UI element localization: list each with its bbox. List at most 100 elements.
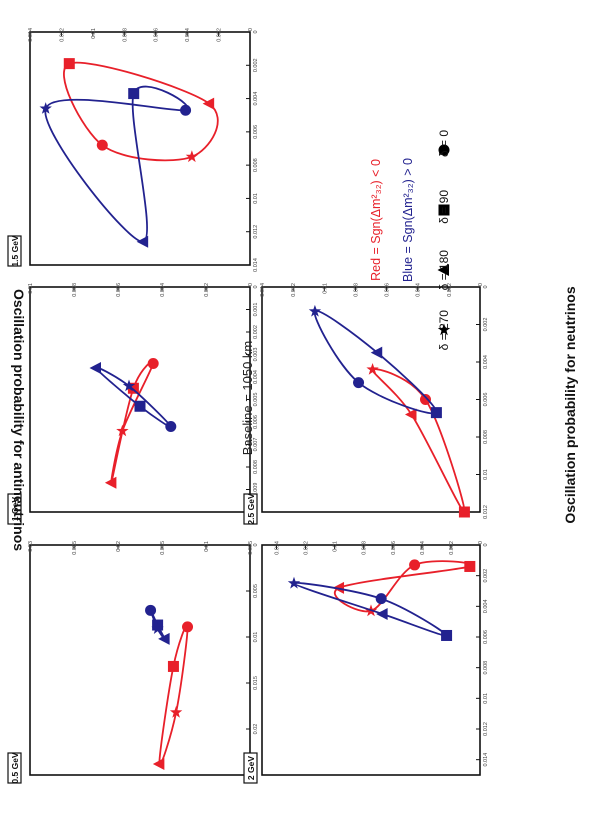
y-tick-label: 0 [248,28,254,31]
x-tick-label: 0.012 [253,225,259,239]
red-circle-marker [96,139,108,151]
x-tick-label: 0.02 [253,724,259,735]
x-tick-label: 0.002 [253,325,259,339]
y-tick-label: 0.015 [160,541,166,555]
blue-triangle-marker [158,632,170,645]
x-tick-label: 0.01 [253,632,259,643]
y-tick-label: 0.008 [353,283,359,297]
x-tick-label: 0 [253,543,259,546]
red-circle-marker [182,621,194,633]
x-tick-label: 0 [483,543,489,546]
x-tick-label: 0.008 [483,430,489,444]
energy-tag-box [7,752,22,784]
y-tick-label: 0.006 [385,283,391,297]
blue-square-marker [430,407,442,419]
y-tick-label: 0.014 [260,283,266,297]
blue-circle-marker [165,421,177,432]
y-tick-label: 0 [478,283,484,286]
y-tick-label: 0 [248,283,254,286]
red-square-marker [458,506,470,518]
x-tick-label: 0.01 [483,693,489,704]
plot-frame [29,544,251,776]
blue-circle-marker [145,604,157,616]
red-star-marker [185,150,198,163]
x-tick-label: 0.004 [483,599,489,613]
blue-square-marker [134,400,146,412]
y-tick-label: 0.03 [28,541,34,552]
y-tick-label: 0.008 [72,283,78,297]
x-tick-label: 0.009 [253,483,259,497]
y-tick-label: 0.006 [154,28,160,42]
x-tick-label: 0.006 [253,415,259,429]
energy-tag-label: 0.5 GeV [10,752,20,784]
legend-blue-text: Blue = Sgn(Δm²₃₂) > 0 [401,158,415,282]
legend-circle-marker [438,144,450,156]
x-tick-label: 0 [253,285,259,288]
blue-circle-marker [180,104,192,116]
x-tick-label: 0.003 [253,348,259,362]
blue-star-marker [308,304,322,317]
blue-star-marker [122,379,136,392]
red-square-marker [464,560,476,572]
y-tick-label: 0.01 [333,541,339,552]
red-series-curve [371,368,466,513]
x-tick-label: 0.014 [253,258,259,272]
y-tick-label: 0 [478,541,484,544]
red-circle-marker [420,394,431,405]
blue-triangle-marker [89,362,101,374]
red-square-marker [167,660,179,672]
y-tick-label: 0.004 [416,283,422,297]
energy-tag-label: 1.5 GeV [10,235,20,267]
y-tick-label: 0.012 [59,28,65,42]
x-tick-label: 0.005 [253,584,259,598]
x-tick-label: 0.006 [483,630,489,644]
x-tick-label: 0.007 [253,438,259,452]
x-tick-label: 0.008 [253,158,259,172]
x-tick-label: 0.002 [483,569,489,583]
y-tick-label: 0.01 [322,283,328,294]
x-tick-label: 0.006 [253,125,259,139]
legend-triangle-label: δ = 180 [437,250,451,291]
y-tick-label: 0.002 [447,283,453,297]
blue-star-marker [39,102,52,114]
red-star-marker [116,424,129,437]
red-square-marker [63,58,75,70]
legend-square-label: δ = 90 [437,190,451,224]
y-tick-label: 0.004 [160,283,166,297]
red-star-marker [169,705,183,718]
x-tick-label: 0.012 [483,722,489,736]
energy-tag-label: 2 GeV [246,756,256,780]
red-triangle-marker [104,476,117,489]
energy-tag-box [243,752,258,784]
x-tick-label: 0.002 [483,318,489,332]
red-square-marker [127,382,139,394]
y-tick-label: 0.004 [420,541,426,555]
y-tick-label: 0.002 [204,283,210,297]
blue-square-marker [441,629,453,641]
red-star-marker [366,363,379,375]
y-tick-label: 0.01 [28,283,34,294]
y-tick-label: 0.008 [122,28,128,42]
plot-frame [29,31,251,266]
legend-red-text: Red = Sgn(Δm²₃₂) < 0 [369,159,383,281]
energy-tag-box [7,235,22,267]
x-tick-label: 0.012 [483,505,489,519]
x-tick-label: 0.004 [253,92,259,106]
blue-square-marker [128,88,140,100]
energy-tag-box [7,493,22,525]
red-triangle-marker [152,757,165,770]
x-tick-label: 0.01 [253,193,259,204]
chart-panel: 0 0.002 0.004 0.006 0.008 0.01 0.012 0 0.002 0.00… [243,283,489,525]
legend-star-label: δ = 270 [437,310,451,351]
y-tick-label: 0.002 [449,541,455,555]
energy-tag-label: 2.5 GeV [246,493,256,525]
blue-triangle-marker [376,608,388,620]
x-tick-label: 0.004 [253,370,259,384]
red-circle-marker [409,559,421,571]
y-tick-label: 0.014 [28,28,34,42]
blue-circle-marker [375,593,387,605]
x-tick-label: 0.014 [483,753,489,767]
y-tick-label: 0.01 [204,541,210,552]
legend: Red = Sgn(Δm²₃₂) < 0 Blue = Sgn(Δm²₃₂) > … [369,130,451,351]
